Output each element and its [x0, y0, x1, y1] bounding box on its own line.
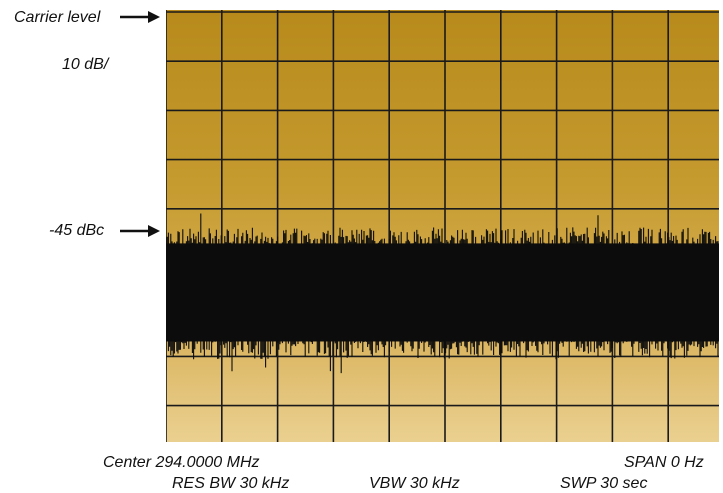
noise-level-arrow-icon: [120, 225, 160, 237]
noise-trace-line: [166, 213, 719, 374]
carrier-arrow-icon: [120, 11, 160, 23]
vbw-label: VBW 30 kHz: [369, 475, 460, 492]
span-label: SPAN 0 Hz: [624, 454, 704, 471]
carrier-level-label: Carrier level: [14, 9, 101, 26]
res-bw-label: RES BW 30 kHz: [172, 475, 290, 492]
noise-level-label: -45 dBc: [49, 222, 105, 239]
scale-label: 10 dB/: [62, 56, 109, 73]
sweep-time-label: SWP 30 sec: [560, 475, 648, 492]
center-frequency-label: Center 294.0000 MHz: [103, 454, 260, 471]
noise-trace: [166, 213, 719, 374]
grid: [166, 10, 719, 442]
spectrum-analyzer-screen: [166, 10, 719, 442]
spectrum-plot: [166, 10, 719, 442]
